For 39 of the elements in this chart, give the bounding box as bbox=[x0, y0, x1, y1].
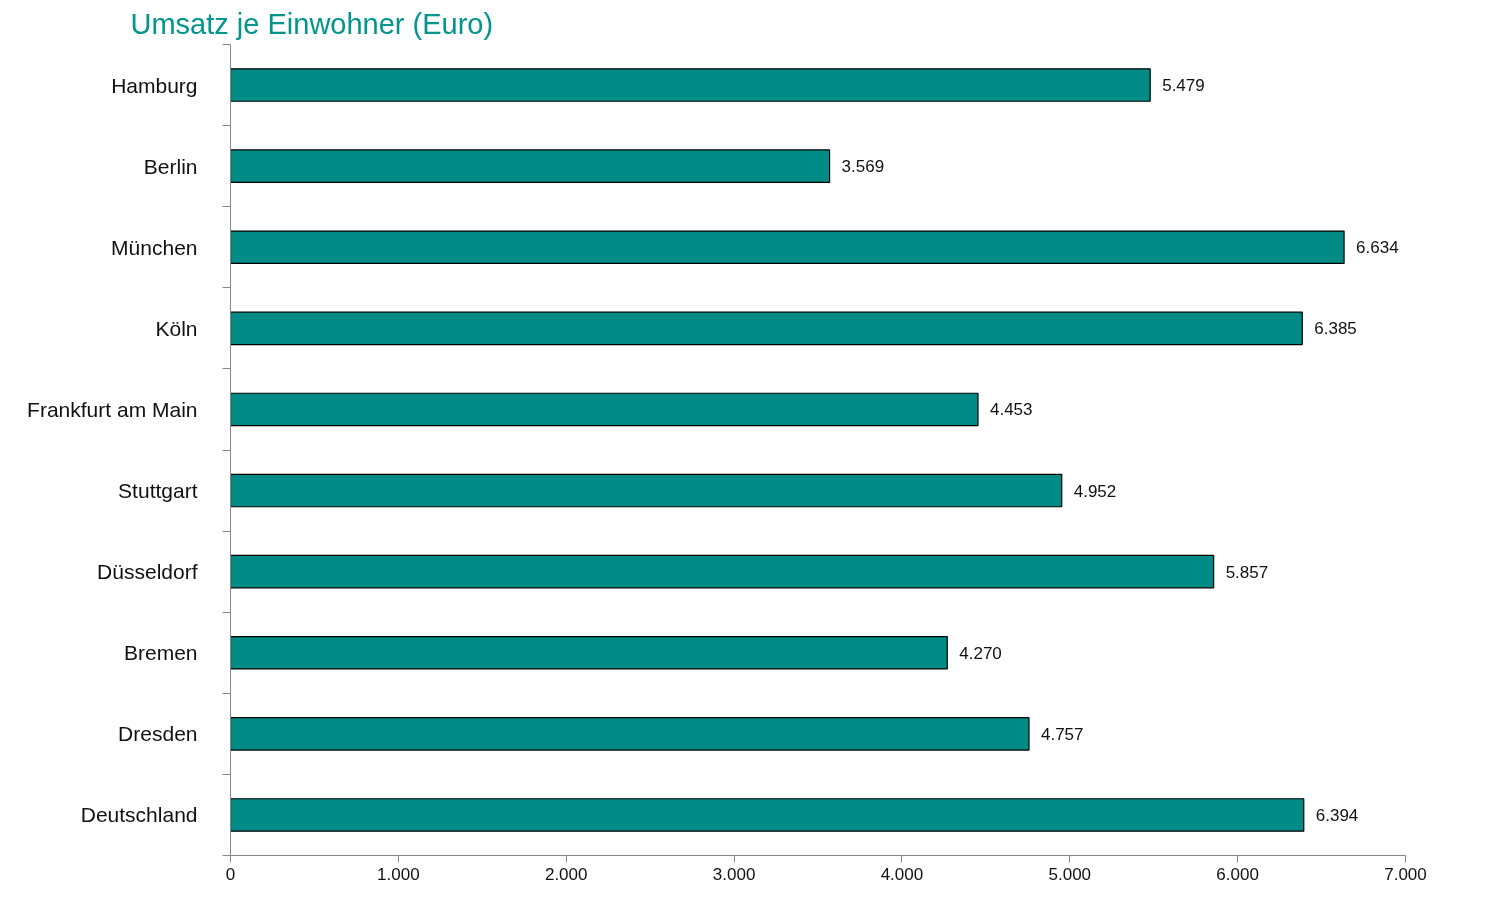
y-tick-label: Bremen bbox=[123, 641, 198, 665]
x-tick-label: 4.000 bbox=[880, 864, 924, 884]
y-tick-label: Düsseldorf bbox=[97, 560, 198, 584]
chart-title: Umsatz je Einwohner (Euro) bbox=[130, 7, 494, 40]
y-tick-label: Berlin bbox=[143, 154, 198, 178]
y-tick-label: München bbox=[111, 235, 198, 259]
data-label: 5.479 bbox=[1162, 76, 1205, 96]
data-label: 6.394 bbox=[1315, 805, 1359, 825]
bar bbox=[230, 798, 1305, 832]
y-tick-label: Köln bbox=[155, 316, 198, 340]
x-tick-label: 5.000 bbox=[1048, 864, 1092, 884]
data-label: 3.569 bbox=[841, 157, 885, 177]
data-label: 4.952 bbox=[1073, 481, 1117, 501]
y-tick-label: Frankfurt am Main bbox=[27, 397, 198, 421]
x-tick-label: 0 bbox=[225, 864, 236, 884]
bar bbox=[230, 635, 948, 670]
data-label: 5.857 bbox=[1225, 562, 1269, 582]
bar bbox=[230, 392, 979, 427]
bar bbox=[230, 68, 1151, 102]
bar bbox=[230, 311, 1303, 346]
y-tick-label: Hamburg bbox=[111, 73, 198, 97]
data-label: 4.757 bbox=[1041, 724, 1084, 744]
bar bbox=[230, 149, 831, 183]
data-label: 4.453 bbox=[989, 400, 1033, 420]
x-tick-label: 2.000 bbox=[544, 864, 588, 884]
x-tick-label: 3.000 bbox=[712, 864, 756, 884]
x-tick-label: 1.000 bbox=[377, 864, 420, 884]
data-label: 4.270 bbox=[959, 643, 1002, 663]
x-tick-label: 6.000 bbox=[1216, 864, 1259, 884]
data-label: 6.385 bbox=[1314, 319, 1357, 339]
bar bbox=[230, 717, 1030, 751]
bar bbox=[230, 554, 1215, 589]
data-label: 6.634 bbox=[1356, 238, 1399, 258]
y-tick-label: Dresden bbox=[118, 722, 198, 746]
x-tick-label: 7.000 bbox=[1384, 864, 1427, 884]
bar bbox=[230, 230, 1345, 265]
y-tick-label: Stuttgart bbox=[118, 479, 198, 503]
y-tick-label: Deutschland bbox=[80, 803, 198, 827]
bar bbox=[230, 473, 1063, 508]
